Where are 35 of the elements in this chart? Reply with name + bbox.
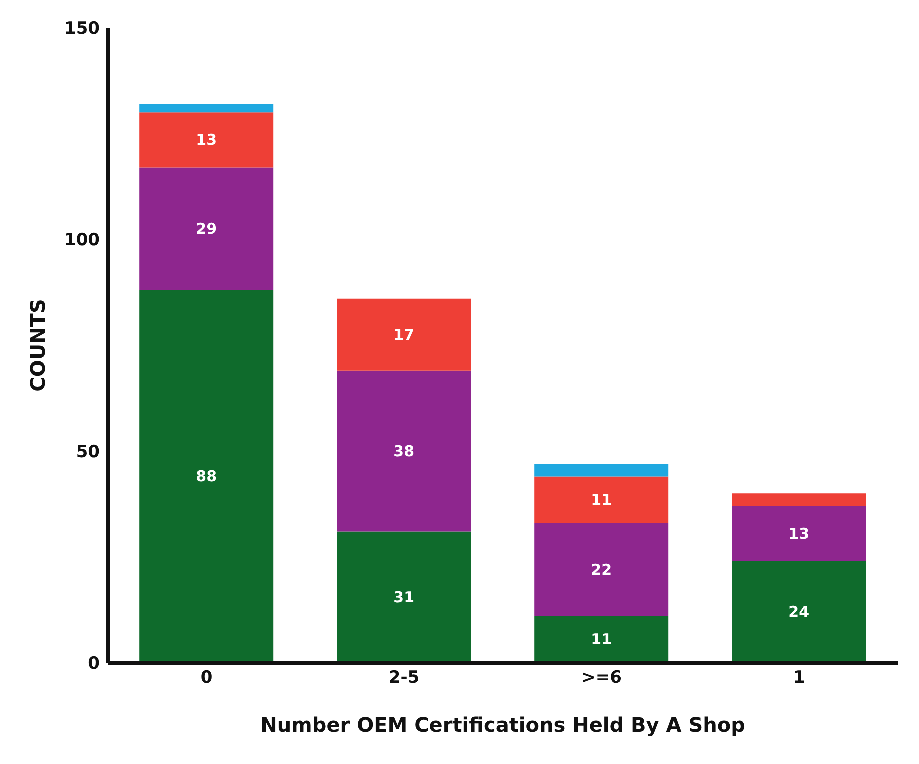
data-label: 88 [196,468,218,486]
bar [140,168,274,290]
data-label: 31 [394,588,415,606]
x-axis-title: Number OEM Certifications Held By A Shop [260,713,746,738]
data-label: 38 [394,442,415,460]
data-label: 11 [591,491,612,510]
bar [140,290,274,663]
bar [337,370,472,532]
y-tick-label: 100 [64,230,100,251]
bar [534,616,669,663]
y-tick-label: 150 [64,19,100,40]
y-tick-label: 50 [76,442,100,462]
bar [534,464,669,477]
data-label: 22 [591,560,612,579]
bar [732,561,866,663]
bar [337,532,472,663]
bar [337,298,472,371]
x-tick-label: 0 [200,668,213,688]
data-label: 13 [196,131,218,150]
x-tick-label: >=6 [582,668,622,688]
bar [140,104,274,113]
data-label: 13 [788,524,810,543]
bar [534,476,669,524]
x-tick-label: 2-5 [388,668,420,688]
bar [534,523,669,616]
bar [140,112,274,168]
data-label: 11 [591,630,612,649]
bar [732,506,866,562]
x-tick-label: 1 [793,668,806,688]
y-tick-label: 0 [88,654,100,674]
data-label: 29 [196,220,218,238]
data-label: 17 [394,326,415,344]
y-axis-title: COUNTS [26,299,50,392]
data-label: 24 [788,603,810,622]
bar [732,494,866,506]
